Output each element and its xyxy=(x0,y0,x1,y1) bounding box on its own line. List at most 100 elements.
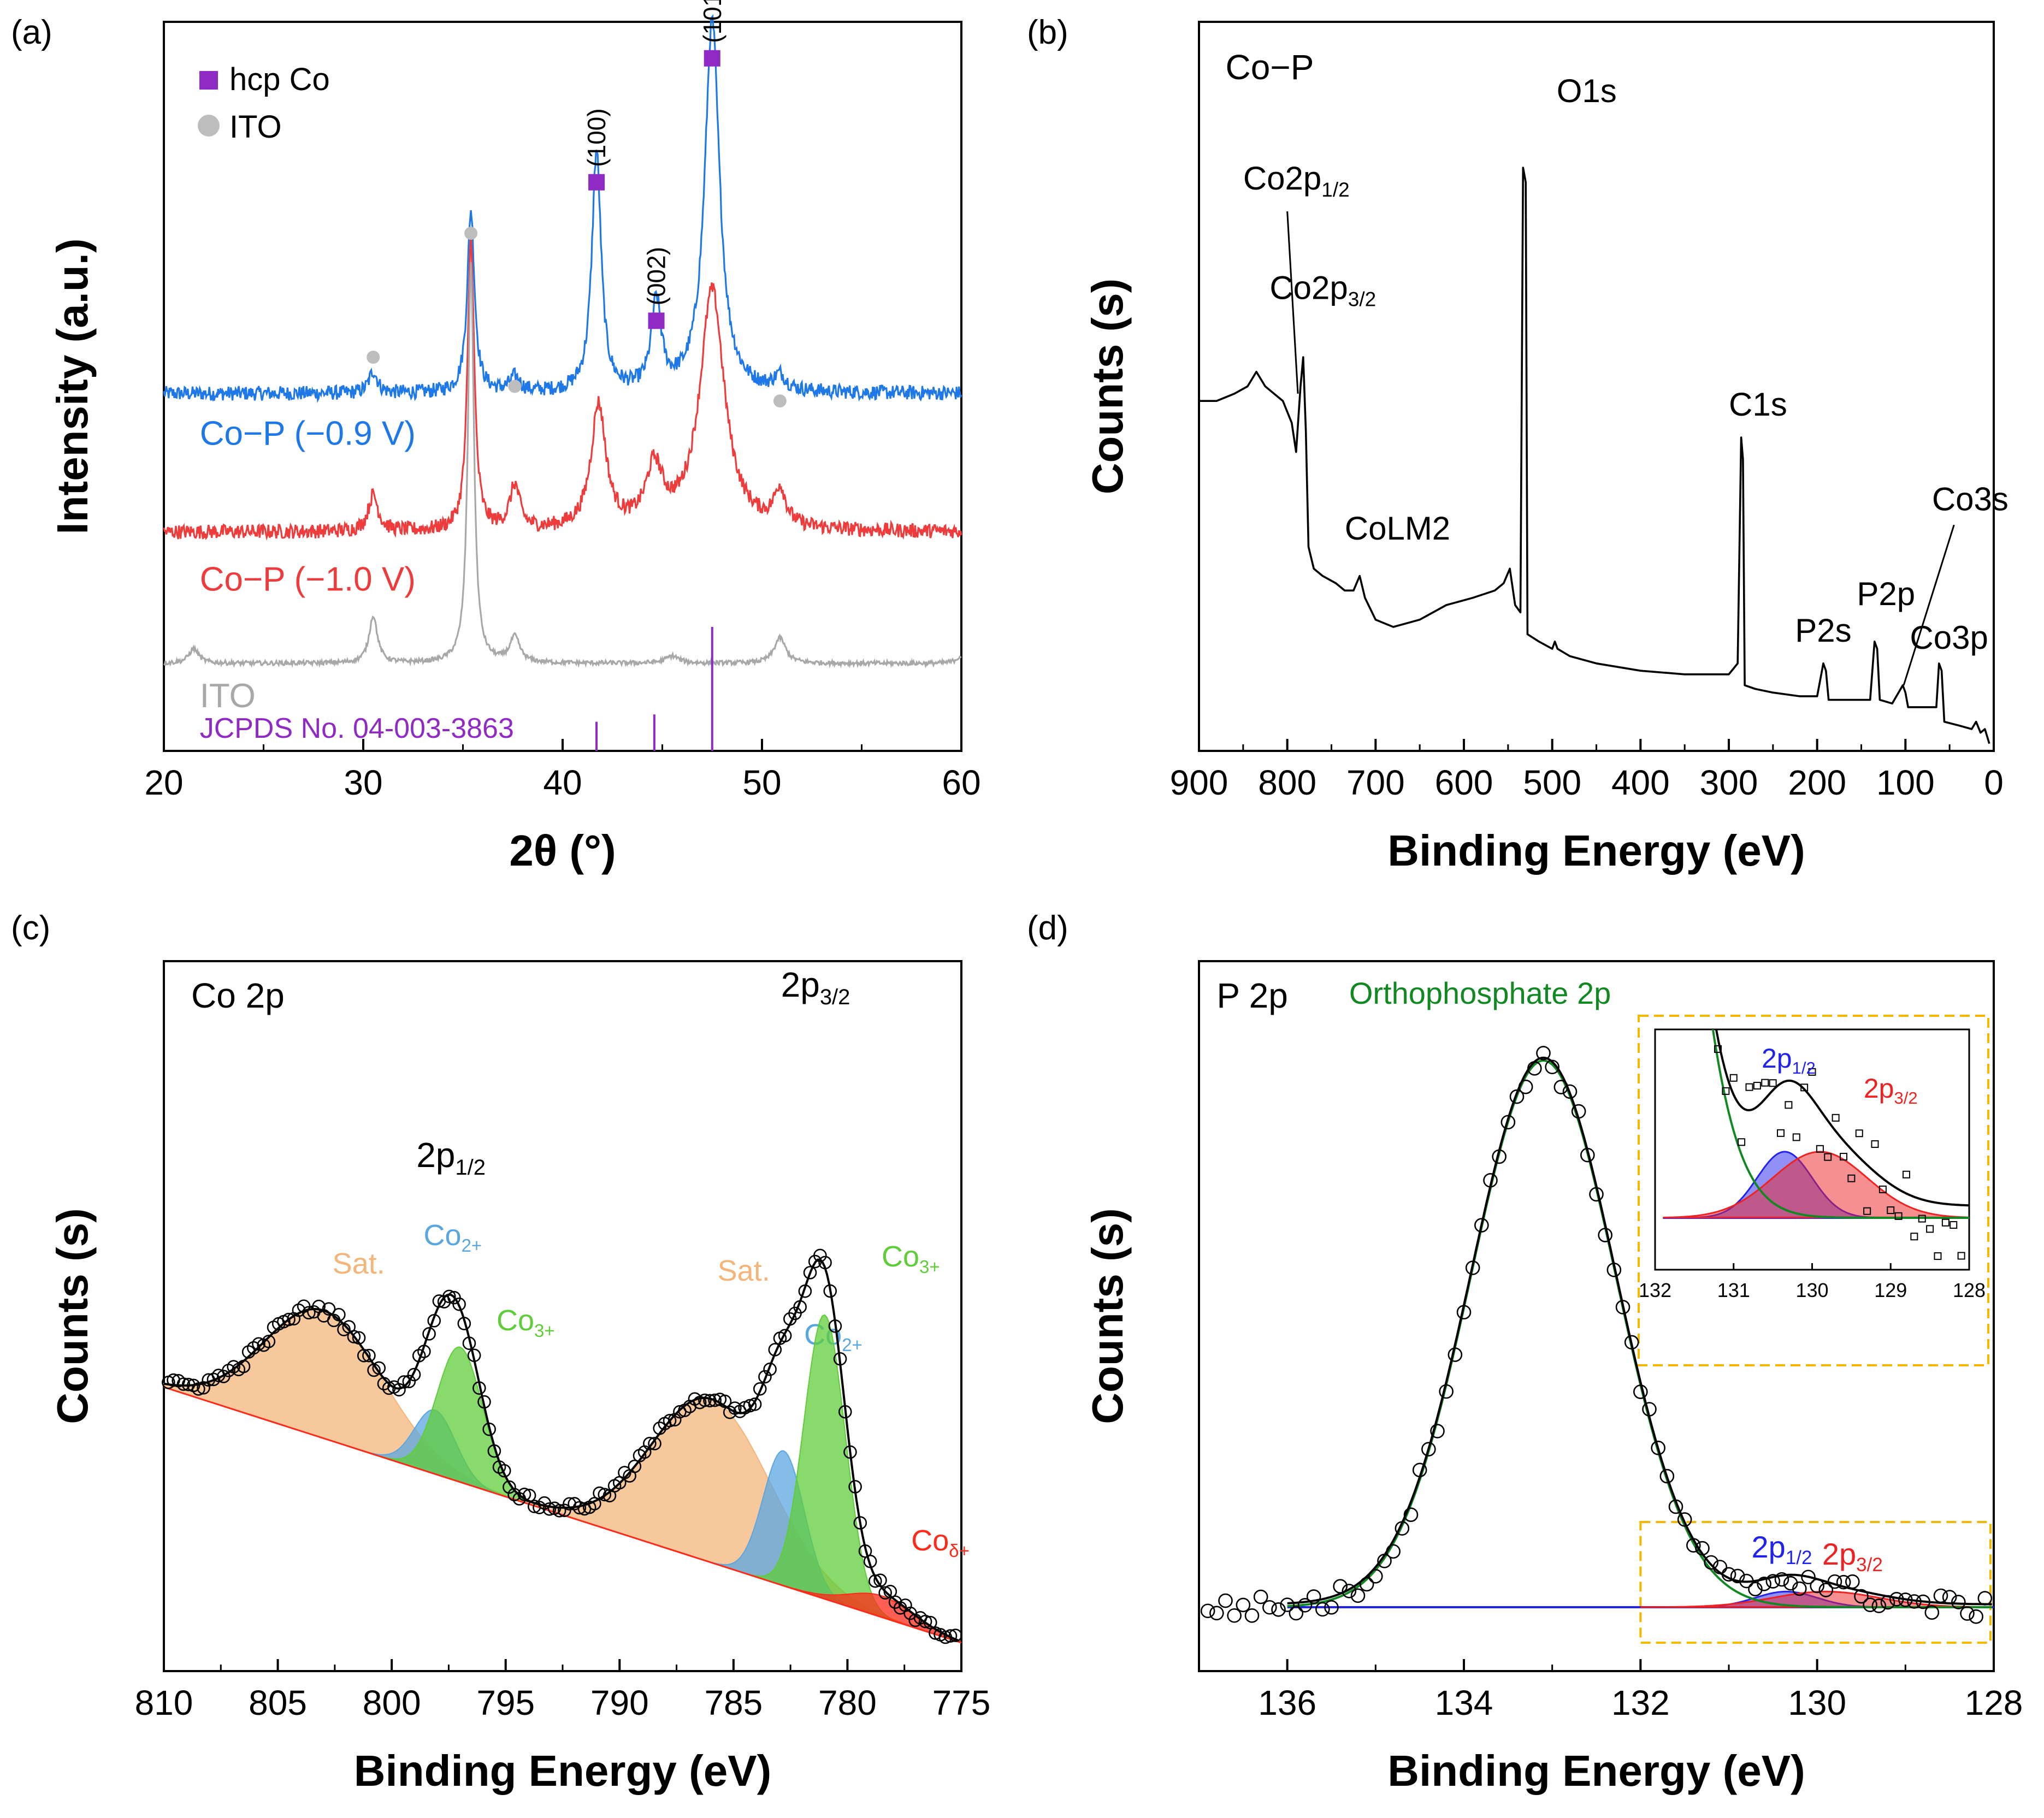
panel-c-data-point xyxy=(542,1502,557,1516)
panel-d-inset-data-point xyxy=(1785,1101,1793,1109)
panel-d-inset-data-point xyxy=(1840,1153,1847,1161)
panel-b-x-tick-label: 0 xyxy=(1984,763,2004,802)
panel-a-x-tick-label: 50 xyxy=(742,763,781,802)
panel-b-peak-label-main: P2p xyxy=(1857,576,1915,612)
panel-a-series-0 xyxy=(163,14,962,403)
panel-d-data-point xyxy=(1253,1589,1268,1604)
panel-d-data-point xyxy=(1721,1567,1736,1582)
panel-c-data-point xyxy=(938,1630,953,1644)
panel-a-series-label: Co−P (−0.9 V) xyxy=(200,414,416,452)
panel-d-inset-data-point xyxy=(1683,793,1690,800)
panel-c-data-point xyxy=(848,1480,862,1494)
panel-d-x-tick-label: 130 xyxy=(1788,1683,1846,1722)
panel-d-inset-envelope-line xyxy=(1715,1029,1969,1207)
panel-d-data-point xyxy=(1324,1600,1339,1615)
panel-d-data-point xyxy=(1227,1608,1242,1623)
panel-a-series-label: Co−P (−1.0 V) xyxy=(200,560,416,598)
panel-a-series-2 xyxy=(163,262,962,669)
panel-c-data-point xyxy=(517,1488,531,1501)
panel-b-leader-line xyxy=(1286,211,1299,394)
panel-label-b: (b) xyxy=(1027,14,1068,51)
panel-b-peak-label: P2s xyxy=(1795,612,1851,649)
panel-b-x-axis-label: Binding Energy (eV) xyxy=(1387,826,1805,875)
panel-d-data-point xyxy=(1757,1576,1771,1591)
panel-d-data-point xyxy=(1827,1574,1842,1589)
panel-d-data-point xyxy=(1350,1588,1366,1603)
panel-d-data-point xyxy=(1297,1598,1313,1613)
panel-d-inset-data-point xyxy=(1832,1114,1840,1122)
panel-c-data-point xyxy=(708,1393,722,1407)
panel-c-data-point xyxy=(878,1586,892,1600)
panel-d-data-point xyxy=(1368,1569,1383,1584)
panel-c-data-point xyxy=(402,1375,416,1388)
panel-d-data-point xyxy=(1977,1591,1993,1606)
panel-d-data-point xyxy=(1695,1541,1710,1556)
panel-d-inset-x-tick-label: 131 xyxy=(1717,1279,1750,1301)
panel-d-data-point xyxy=(1916,1594,1930,1609)
panel-d-data-point xyxy=(1209,1606,1224,1621)
panel-c-data-point xyxy=(322,1302,336,1316)
panel-c-peak-label-main: 2p xyxy=(781,965,820,1004)
panel-c-component-label-sub: 2+ xyxy=(462,1235,482,1256)
panel-d-data-point xyxy=(1960,1606,1975,1621)
panel-c-data-point xyxy=(417,1345,431,1358)
panel-c-background-line xyxy=(163,1386,962,1644)
panel-c-data-point xyxy=(753,1382,767,1396)
panel-c-component-label: Co3+ xyxy=(882,1240,940,1277)
panel-label-d: (d) xyxy=(1027,909,1068,947)
panel-c-data-point xyxy=(482,1422,496,1436)
panel-d-data-point xyxy=(1730,1568,1745,1584)
panel-d-data-point xyxy=(1200,1603,1215,1619)
panel-c-peak-label: 2p1/2 xyxy=(416,1135,486,1180)
panel-c-data-point xyxy=(628,1459,642,1473)
panel-c-data-point xyxy=(763,1363,777,1376)
panel-d-inset-label-2p12-sub: 1/2 xyxy=(1792,1058,1816,1077)
panel-b-leader-line xyxy=(1903,524,1955,686)
panel-c-data-point xyxy=(467,1348,481,1363)
panel-d-inset-data-point xyxy=(1863,1207,1871,1215)
panel-c-data-point xyxy=(869,1574,882,1588)
panel-d-data-point xyxy=(1500,1115,1516,1130)
panel-c-data-point xyxy=(462,1336,476,1351)
panel-d-inset-data-point xyxy=(1824,1153,1832,1161)
panel-d-data-point xyxy=(1845,1574,1860,1589)
panel-c-data-point xyxy=(853,1516,867,1530)
panel-d-data-point xyxy=(1244,1608,1260,1623)
panel-c-data-point xyxy=(663,1414,677,1428)
panel-d-x-tick-label: 136 xyxy=(1258,1683,1316,1722)
panel-label-a: (a) xyxy=(11,14,52,51)
panel-d-inset-frame xyxy=(1654,1028,1970,1271)
panel-d-inset-data-point xyxy=(1777,1129,1785,1137)
panel-d-zoom-region-box xyxy=(1639,1521,1992,1644)
panel-d-data-point xyxy=(1306,1589,1321,1604)
panel-b-peak-label-main: O1s xyxy=(1557,73,1617,109)
panel-b-peak-label-sub: 1/2 xyxy=(1321,179,1349,201)
panel-a-xrd-chart: 2θ (°) Intensity (a.u.) 20 30 40 50 60 Co−P (… xyxy=(48,0,981,875)
panel-c-data-point xyxy=(497,1464,511,1478)
panel-d-x-tick-label: 128 xyxy=(1965,1683,2023,1722)
panel-c-component-label-sub: δ+ xyxy=(949,1541,970,1561)
panel-c-co2p-chart: Co 2p Binding Energy (eV) Counts (s) 810… xyxy=(48,960,990,1795)
panel-c-data-point xyxy=(512,1492,527,1506)
panel-d-data-point xyxy=(1465,1260,1480,1275)
panel-b-survey-chart: Co−P Binding Energy (eV) Counts (s) 900 8… xyxy=(1083,21,2008,875)
panel-d-data-point xyxy=(1483,1173,1498,1188)
panel-b-peak-label: CoLM2 xyxy=(1345,510,1450,547)
panel-d-inset-x-tick-label: 132 xyxy=(1639,1279,1671,1301)
panel-d-data-point xyxy=(1792,1581,1807,1596)
panel-d-inset-label-2p32: 2p3/2 xyxy=(1864,1073,1918,1108)
panel-b-survey-line xyxy=(1199,167,1990,744)
panel-d-inset-data-point xyxy=(1903,1170,1910,1179)
panel-c-x-tick-label: 805 xyxy=(249,1683,307,1722)
panel-d-frame xyxy=(1198,960,1995,1672)
panel-b-peak-label: Co3s xyxy=(1932,481,2008,517)
panel-c-x-tick-label: 800 xyxy=(363,1683,421,1722)
panel-c-component-label-sub: 3+ xyxy=(534,1320,555,1341)
panel-d-data-point xyxy=(1403,1507,1419,1523)
panel-d-data-point xyxy=(1386,1544,1401,1559)
panel-c-component-label-main: Co xyxy=(424,1219,462,1252)
panel-a-hkl-label: (002) xyxy=(642,247,671,305)
panel-d-data-point xyxy=(1271,1602,1286,1617)
panel-c-data-point xyxy=(362,1348,376,1363)
